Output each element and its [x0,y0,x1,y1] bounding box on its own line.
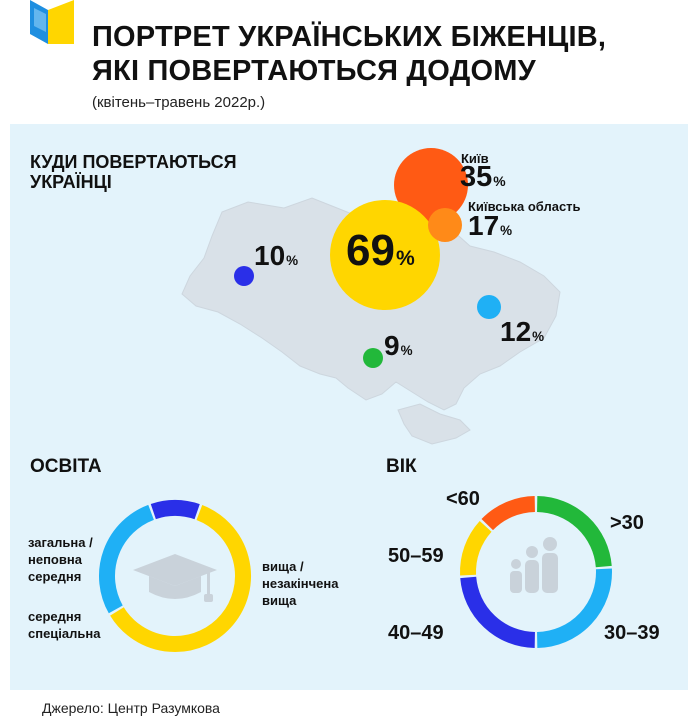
bubble-kyiv-unit: % [493,173,506,189]
page-title-line-2: ЯКІ ПОВЕРТАЮТЬСЯ ДОДОМУ [92,55,536,87]
age-label-30-39: 30–39 [604,622,660,644]
education-label-higher-line-2: незакінчена [262,576,339,591]
source-note: Джерело: Центр Разумкова [42,700,220,716]
age-label-50-59: 50–59 [388,545,444,567]
map-title-line-2: УКРАЇНЦІ [30,172,112,192]
bubble-east [477,295,501,319]
education-label-higher-line-3: вища [262,593,297,608]
bubble-south-unit: % [400,343,413,358]
page-title-line-1: ПОРТРЕТ УКРАЇНСЬКИХ БІЖЕНЦІВ, [92,21,607,53]
education-label-general-line-1: загальна / [28,535,93,550]
bubble-main-number: 69 [346,226,395,275]
education-label-special-line-2: спеціальна [28,626,101,641]
age-donut [460,496,612,648]
bubble-kyiv-oblast-name: Київська область [468,199,581,214]
bubble-east-number: 12 [500,316,532,347]
age-segment-3 [460,520,492,576]
education-donut [99,500,251,652]
page-title: ПОРТРЕТ УКРАЇНСЬКИХ БІЖЕНЦІВ, ЯКІ ПОВЕРТ… [92,20,606,88]
bubble-east-value: 12% [500,316,544,353]
bubble-west-number: 10 [254,240,286,271]
map-title: КУДИ ПОВЕРТАЮТЬСЯ УКРАЇНЦІ [30,152,237,192]
education-label-general-line-3: середня [28,569,82,584]
bubble-main [330,200,440,310]
age-segment-2 [460,576,536,648]
education-segment-1 [99,504,155,614]
education-segment-2 [150,500,200,520]
bubble-kyiv-number: 35 [460,161,493,193]
age-segment-4 [481,496,536,531]
bubble-south-value: 9% [384,330,413,367]
graduation-cap-icon [133,554,217,602]
education-label-higher-line-1: вища / [262,559,304,574]
page-subtitle: (квітень–травень 2022р.) [92,94,266,111]
bubble-kyiv-oblast-unit: % [500,223,513,238]
age-label-40-49: 40–49 [388,622,444,644]
age-label-under60: <60 [446,488,480,510]
bubble-kyiv-oblast-number: 17 [468,210,500,241]
education-label-special-line-1: середня [28,609,82,624]
bubble-south [363,348,383,368]
education-label-general-line-2: неповна [28,552,82,567]
bubble-west [234,266,254,286]
education-label-higher: вища / незакінчена вища [262,558,338,609]
education-label-special: середня спеціальна [28,608,100,642]
bubble-south-number: 9 [384,330,400,361]
family-icon [510,537,558,593]
bubble-main-unit: % [395,247,415,270]
age-segment-0 [536,496,612,568]
bubble-kyiv-value: 35% [460,160,506,198]
bubble-kyiv-oblast-value: 17% [468,210,512,247]
age-donut-segments [460,496,612,648]
map-title-line-1: КУДИ ПОВЕРТАЮТЬСЯ [30,152,237,172]
bubble-west-value: 10% [254,240,298,277]
education-label-general: загальна / неповна середня [28,534,93,585]
age-label-over30: >30 [610,512,644,534]
logo [30,0,74,44]
bubble-kyiv-oblast [428,208,462,242]
bubble-kyiv-name: Київ [461,151,489,166]
education-donut-segments [99,500,251,652]
crimea-shape [397,403,471,445]
bubble-kyiv [394,148,468,222]
education-title: ОСВІТА [30,456,102,477]
age-title: ВІК [386,456,417,477]
bubble-main-value: 69% [346,226,415,284]
bubble-east-unit: % [532,329,545,344]
education-segment-0 [110,505,251,652]
age-segment-1 [536,568,612,648]
bubble-west-unit: % [286,253,299,268]
